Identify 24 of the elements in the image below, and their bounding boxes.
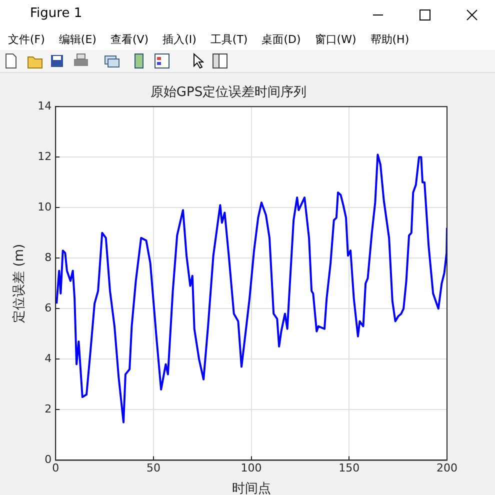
x-axis-title: 时间点 bbox=[232, 482, 271, 495]
text: 查看(V) bbox=[110, 32, 149, 48]
y-tick-label: 12 bbox=[38, 150, 52, 163]
chart-title: 原始GPS定位误差时间序列 bbox=[150, 84, 307, 100]
text: 编辑(E) bbox=[58, 32, 96, 48]
x-tick-label: 50 bbox=[146, 462, 160, 475]
caption: Figure 1 bbox=[30, 6, 82, 21]
text: 帮助(H) bbox=[370, 32, 410, 48]
x-tick-label: 200 bbox=[436, 462, 458, 475]
y-axis-title: 定位误差 (m) bbox=[12, 244, 28, 323]
x-tick-label: 150 bbox=[338, 462, 360, 475]
text: 文件(F) bbox=[8, 32, 45, 48]
text: 桌面(D) bbox=[262, 32, 301, 48]
text: 窗口(W) bbox=[314, 32, 356, 48]
y-tick-label: 0 bbox=[44, 453, 52, 466]
x-tick-label: 100 bbox=[240, 462, 262, 475]
y-tick-label: 8 bbox=[44, 251, 52, 264]
y-tick-label: 10 bbox=[38, 200, 52, 214]
text: 工具(T) bbox=[210, 32, 248, 48]
y-tick-label: 14 bbox=[38, 99, 52, 112]
text: 插入(I) bbox=[162, 32, 196, 48]
y-tick-label: 2 bbox=[44, 402, 52, 416]
y-tick-label: 6 bbox=[44, 302, 52, 315]
y-tick-label: 4 bbox=[44, 352, 52, 366]
